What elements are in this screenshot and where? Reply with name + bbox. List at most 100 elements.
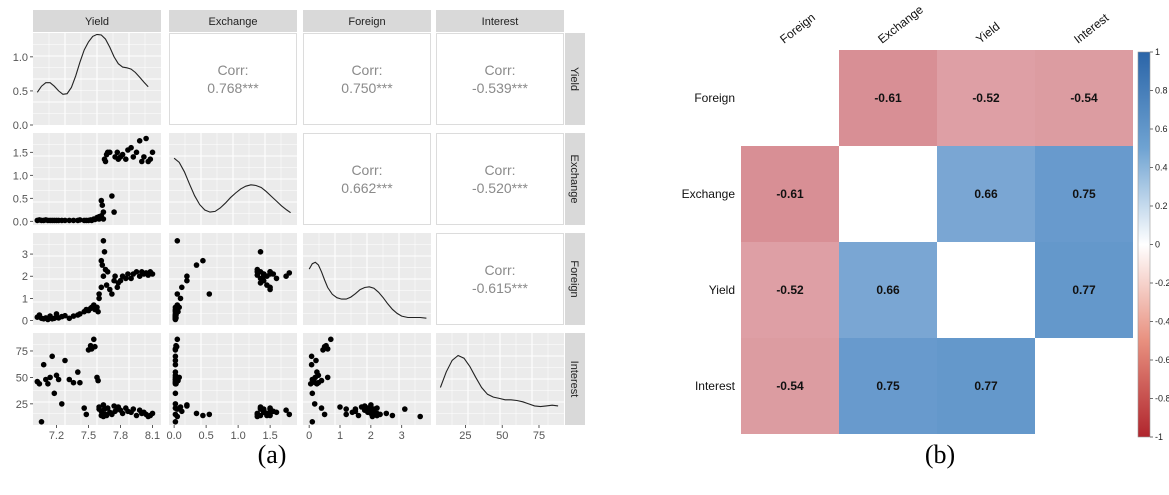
corr-value: 0.750*** (341, 80, 393, 96)
scatter-point-interest-foreign (309, 390, 316, 397)
strip-right-foreign (565, 233, 585, 325)
y-tick-label-foreign: 0 (22, 316, 28, 328)
scatter-point-interest-yield (59, 401, 65, 407)
heatmap-value-label: -0.52 (776, 283, 804, 297)
corr-cell-yield-foreign (303, 33, 431, 125)
heatmap-value-label: -0.54 (776, 379, 804, 393)
scatter-point-foreign-exchange (174, 291, 181, 297)
heatmap-cell-empty (937, 242, 1035, 338)
pairs-plot-panel-a: Yield Exchange Foreign Interest Yield Exchang… (13, 10, 585, 442)
scatter-point-foreign-exchange (174, 238, 181, 244)
strip-top-yield (33, 10, 161, 32)
x-tick-label-exchange: 0.0 (166, 430, 181, 442)
scatter-point-interest-yield (40, 361, 47, 368)
scatter-point-interest-exchange (283, 407, 289, 414)
heatmap-value-label: -0.61 (874, 91, 902, 105)
scatter-point-foreign-exchange (175, 308, 181, 315)
scatter-point-foreign-yield (95, 308, 101, 315)
scatter-point-foreign-yield (100, 238, 107, 244)
scatter-point-interest-yield (49, 353, 55, 360)
scatter-point-interest-exchange (175, 377, 181, 384)
corr-label: Corr: (484, 262, 515, 278)
scatter-point-interest-yield (51, 390, 58, 397)
heatmap-cell-empty (1035, 338, 1133, 434)
scatter-point-interest-yield (133, 412, 140, 419)
scatter-point-foreign-yield (104, 269, 111, 275)
heatmap-cell-interest-exchange (839, 338, 937, 434)
heatmap-col-label-foreign: Foreign (777, 10, 818, 46)
scatter-point-interest-foreign (417, 413, 424, 420)
y-tick-label-foreign: 2 (22, 271, 28, 283)
scatter-point-interest-yield (36, 381, 43, 387)
heatmap-cell-foreign-interest (1035, 50, 1133, 146)
heatmap-cell-empty (839, 146, 937, 242)
scatter-point-interest-yield (119, 410, 126, 417)
scatter-point-interest-foreign (324, 374, 331, 381)
x-tick-label-exchange: 0.5 (198, 430, 213, 442)
y-tick-label-foreign: 3 (22, 249, 28, 261)
corr-cell-foreign-interest (436, 233, 564, 325)
scatter-point-foreign-yield (101, 249, 108, 255)
heatmap-value-label: 0.66 (876, 283, 900, 297)
scatter-point-exchange-yield (149, 149, 156, 156)
scatter-point-interest-yield (83, 411, 90, 418)
scatter-point-foreign-exchange (267, 284, 273, 291)
scatter-point-interest-yield (66, 376, 73, 383)
colorbar-tick-label: 0.2 (1155, 201, 1168, 211)
scatter-point-interest-foreign (307, 381, 314, 387)
strip-right-label-exchange: Exchange (568, 155, 580, 204)
x-tick-label-foreign: 0 (306, 430, 312, 442)
scatter-point-foreign-yield (66, 315, 73, 322)
scatter-point-interest-yield (70, 379, 77, 386)
heatmap-cell-empty (741, 50, 839, 146)
scatter-point-foreign-yield (112, 273, 118, 280)
heatmap-row-label-exchange: Exchange (682, 187, 736, 201)
colorbar-tick-label: 1 (1155, 47, 1160, 57)
scatter-point-interest-exchange (184, 403, 190, 409)
heatmap-col-label-exchange: Exchange (875, 2, 926, 46)
heatmap-value-label: 0.75 (876, 379, 900, 393)
y-tick-label-yield: 0.0 (13, 120, 28, 132)
scatter-point-foreign-yield (149, 271, 156, 277)
x-tick-label-yield: 7.2 (49, 430, 64, 442)
heatmap-value-label: 0.77 (1072, 283, 1096, 297)
scatter-point-foreign-yield (96, 295, 102, 302)
scatter-point-foreign-exchange (184, 277, 190, 284)
heatmap-cell-foreign-yield (937, 50, 1035, 146)
scatter-point-exchange-yield (119, 151, 126, 158)
scatter-point-interest-foreign (343, 411, 350, 418)
scatter-point-interest-foreign (321, 411, 328, 418)
scatter-point-interest-exchange (179, 408, 185, 415)
strip-top-label-foreign: Foreign (348, 16, 385, 28)
scatter-point-interest-yield (53, 372, 60, 379)
x-tick-label-interest: 75 (533, 430, 545, 442)
scatter-point-foreign-yield (100, 273, 107, 280)
scatter-point-exchange-yield (136, 138, 143, 144)
scatter-point-interest-exchange (286, 411, 293, 418)
scatter-point-exchange-yield (123, 156, 129, 162)
scatter-point-exchange-yield (139, 158, 145, 165)
y-tick-label-interest: 50 (16, 372, 28, 384)
colorbar-tick-label: 0.4 (1155, 163, 1168, 173)
strip-right-label-foreign: Foreign (568, 260, 580, 297)
scatter-point-foreign-yield (109, 291, 115, 297)
scatter-point-interest-foreign (308, 353, 315, 360)
scatter-point-exchange-yield (98, 197, 105, 204)
colorbar-tick-label: -0.6 (1155, 355, 1169, 365)
colorbar-tick-label: -0.2 (1155, 278, 1169, 288)
heatmap-col-label-yield: Yield (973, 19, 1002, 46)
scatter-point-exchange-yield (62, 217, 68, 224)
scatter-point-foreign-yield (98, 257, 105, 264)
scatter-point-interest-yield (104, 405, 111, 411)
corr-cell-yield-interest (436, 33, 564, 125)
x-tick-label-yield: 8.1 (145, 430, 160, 442)
scatter-point-interest-yield (38, 419, 45, 425)
scatter-point-exchange-yield (100, 216, 107, 222)
scatter-point-interest-yield (92, 343, 98, 350)
heatmap-value-label: 0.75 (1072, 187, 1096, 201)
scatter-point-exchange-yield (100, 209, 107, 215)
scatter-point-exchange-yield (143, 135, 149, 142)
scatter-point-interest-foreign (402, 406, 408, 412)
scatter-point-exchange-yield (111, 209, 117, 215)
heatmap-row-label-foreign: Foreign (694, 91, 735, 105)
